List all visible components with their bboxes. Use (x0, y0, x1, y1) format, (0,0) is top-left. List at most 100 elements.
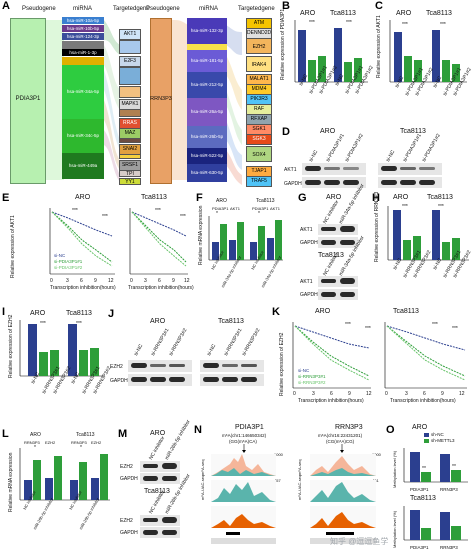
panel-k-stars-4: *** (452, 326, 458, 332)
panel-m-letter: M (118, 428, 128, 440)
panel-l-stars-1: * (34, 445, 36, 451)
panel-e-xtick-12: 12 (108, 278, 114, 284)
target-blank-5 (119, 138, 141, 143)
panel-f-group-1: ARO (216, 198, 227, 204)
band (143, 476, 158, 481)
band (340, 240, 355, 245)
panel-j-lane-6: si-RRN3P3#2 (241, 327, 262, 357)
panel-o-xlabel-3: PDIA3P1 (410, 545, 429, 550)
panel-o-top-group: ARO (412, 424, 428, 431)
panel-g-blot-4 (318, 289, 358, 300)
panel-k-stars-1: *** (345, 322, 351, 328)
panel-k-xlabel-1: Transcription inhibition(hours) (298, 398, 364, 404)
panel-k-xtick-3: 3 (312, 391, 315, 397)
panel-l-stars-2: * (80, 445, 82, 451)
right-mirna-6: hsa-miR-522-5p (187, 148, 227, 164)
panel-l-gene-3: RRN3P3 (71, 440, 87, 445)
band (400, 180, 416, 185)
panel-g-lane-2: miR-34a-5p inhibitor (338, 183, 366, 225)
band (169, 377, 185, 382)
panel-m-group-1: ARO (150, 430, 166, 437)
panel-k-xlabel-2: Transcription inhibition(hours) (390, 398, 456, 404)
panel-g-row-3: AKT1 (300, 279, 313, 285)
panel-o-legend-1: sh-NC (431, 432, 444, 437)
panel-o-bottom-group: Tca8113 (410, 495, 436, 502)
panel-o-stars-1: ** (422, 466, 426, 472)
band (143, 464, 158, 468)
panel-h-stars-1: *** (402, 204, 408, 210)
panel-i-group-1: ARO (30, 310, 46, 317)
sankey-flows (44, 20, 242, 185)
right-mirna-yellow (187, 44, 227, 50)
panel-d-lane-4: si-NC (385, 149, 397, 163)
panel-g-blot-2 (318, 237, 358, 248)
panel-b-group-2: Tca8113 (330, 10, 356, 17)
panel-i-ylabel: Relative expression of EZH2 (8, 314, 14, 378)
panel-e-letter: E (2, 192, 10, 204)
panel-m-row-1: EZH2 (120, 464, 133, 470)
panel-o-stars-2: ** (452, 464, 456, 470)
panel-n-letter: N (194, 424, 202, 436)
left-mirna-6: hsa-miR-34c-5p (62, 119, 104, 153)
panel-f-gene-3: PDIA3P1 (252, 206, 269, 211)
left-mirna-7: hsa-miR-449a (62, 153, 104, 179)
panel-o-legend-swatch-1 (424, 433, 429, 437)
panel-e-group-2: Tca8113 (141, 194, 167, 201)
band (419, 167, 435, 170)
pdia3p1-block (10, 18, 46, 184)
panel-n-left-site: m⁶A(chr1:146650342) (222, 433, 267, 438)
panel-l-group-1: ARO (30, 432, 41, 438)
panel-k-xtick-0: 0 (293, 391, 296, 397)
panel-b-ylabel: Relative expression of PDIA3P1 (280, 8, 286, 80)
panel-e-xtick-3b: 3 (144, 278, 147, 284)
panel-d-lane-3: si-PDIA3P1#2 (344, 132, 365, 163)
panel-k-stars-3: *** (432, 322, 438, 328)
band (150, 377, 166, 382)
panel-b-bars (294, 20, 368, 83)
panel-k-xtick-3b: 3 (405, 391, 408, 397)
panel-o-bars-top (403, 448, 468, 483)
panel-h-bars (387, 206, 469, 261)
right-mirna-2: hsa-miR-181-5p (187, 50, 227, 72)
band (400, 167, 416, 170)
panel-e-stars-3: *** (155, 208, 161, 214)
panel-e-xtick-6b: 6 (158, 278, 161, 284)
panel-j-letter: J (108, 308, 115, 320)
panel-j-row-2: GAPDH (110, 378, 128, 384)
panel-c-stars-2: *** (440, 22, 446, 28)
panel-n-val-2: 457 (274, 478, 281, 483)
band (150, 364, 166, 367)
panel-d-letter: D (282, 126, 290, 138)
target-blank-3 (119, 86, 141, 98)
band (343, 180, 359, 185)
panel-g-group-2: Tca8113 (318, 252, 344, 259)
band (321, 292, 336, 297)
panel-f-stars-1: * (216, 211, 218, 217)
panel-o-xlabel-2: RRN3P3 (440, 487, 458, 492)
panel-i-bars (19, 320, 104, 377)
target-irak4: IRAK4 (246, 56, 272, 72)
panel-d-lane-5: si-PDIA3P1#1 (402, 132, 423, 163)
panel-e-xtick-6: 6 (80, 278, 83, 284)
target-sox4: SOX4 (246, 146, 272, 162)
panel-h-ylabel: Relative expression of RRN3P3 (374, 191, 380, 262)
panel-f-bars (208, 216, 283, 261)
band (343, 167, 359, 170)
panel-c-bars (389, 20, 467, 83)
panel-l-gene-2: EZH2 (45, 440, 56, 445)
band (381, 166, 397, 171)
band (419, 180, 435, 185)
panel-k-letter: K (272, 306, 280, 318)
mirna-header-right: miRNA (199, 6, 218, 12)
pdia3p1-label: PDIA3P1 (15, 96, 41, 102)
band (162, 517, 177, 523)
panel-e-xtick-9b: 9 (172, 278, 175, 284)
band (381, 180, 397, 185)
panel-j-lane-3: si-RRN3P3#2 (168, 327, 189, 357)
panel-k-group-2: Tca8113 (393, 308, 419, 315)
watermark: 知乎 @逗逗鱼学 (330, 537, 389, 546)
panel-g-row-2: GAPDH (300, 240, 318, 246)
panel-m-lane-2: miR-26b-5p inhibitor (164, 419, 192, 461)
panel-i-stars-2: *** (76, 321, 82, 327)
band (203, 377, 219, 382)
